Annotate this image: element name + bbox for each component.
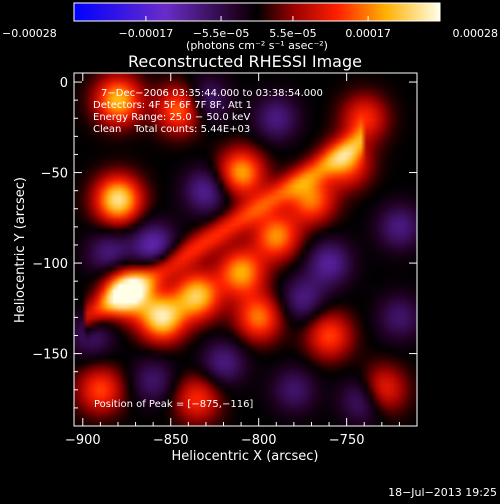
x-tick-label: −800: [241, 433, 277, 448]
colorbar-unit-label: (photons cm⁻² s⁻¹ asec⁻²): [186, 39, 328, 52]
axes: −900 −850 −800 −750 0 −50 −100 −150: [32, 73, 418, 448]
chart-title: Reconstructed RHESSI Image: [128, 52, 362, 71]
colorbar-tick-label: −0.00017: [119, 27, 174, 40]
y-tick-label: −100: [32, 257, 68, 272]
annotation-clean: Clean Total counts: 5.44E+03: [93, 124, 250, 135]
annotation-energy: Energy Range: 25.0 − 50.0 keV: [93, 112, 250, 123]
colorbar-tick-label: −0.00028: [2, 27, 57, 40]
colorbar-tick-label: 0.00028: [453, 27, 499, 40]
colorbar-tick-label: −5.5e−05: [193, 27, 250, 40]
y-tick-label: 0: [60, 76, 68, 91]
annotation-block: 7−Dec−2006 03:35:44.000 to 03:38:54.000 …: [93, 88, 323, 135]
x-tick-label: −750: [329, 433, 365, 448]
x-tick-label: −850: [153, 433, 189, 448]
peak-position-label: Position of Peak = [−875,−116]: [94, 399, 253, 410]
colorbar-ticks: −0.00028 −0.00017 −5.5e−05 5.5e−05 0.00017 0.…: [2, 16, 498, 40]
x-axis-label: Heliocentric X (arcsec): [172, 449, 319, 464]
y-axis-label: Heliocentric Y (arcsec): [13, 177, 28, 323]
x-tick-label: −900: [65, 433, 101, 448]
annotation-time: 7−Dec−2006 03:35:44.000 to 03:38:54.000: [101, 88, 323, 99]
colorbar: [73, 2, 441, 22]
plot-frame: [73, 72, 418, 427]
timestamp: 18−Jul−2013 19:25: [388, 486, 497, 499]
y-tick-label: −50: [41, 167, 68, 182]
annotation-detectors: Detectors: 4F 5F 6F 7F 8F, Att 1: [93, 100, 252, 111]
y-tick-label: −150: [32, 348, 68, 363]
heatmap-image: [74, 73, 417, 426]
colorbar-tick-label: 5.5e−05: [269, 27, 316, 40]
colorbar-tick-label: 0.00017: [345, 27, 391, 40]
